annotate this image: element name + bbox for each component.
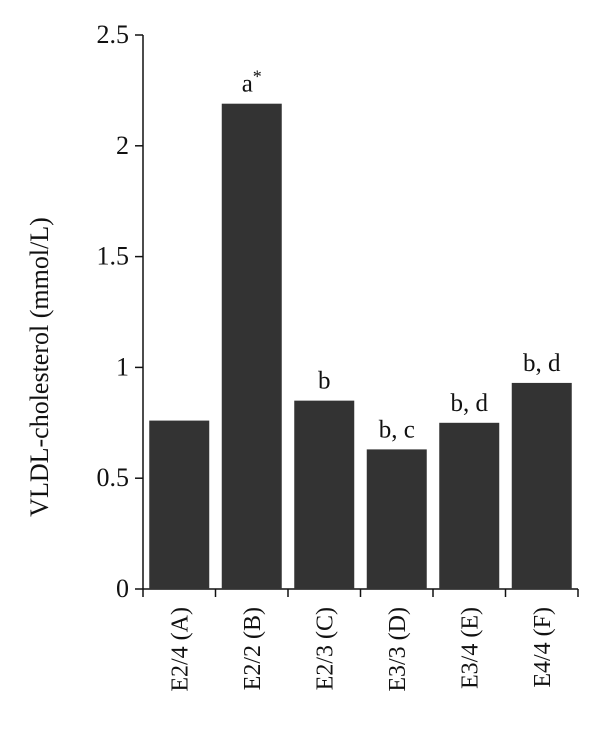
y-tick-label: 0.5: [97, 463, 130, 492]
bar: [294, 400, 355, 589]
bars-group: [149, 103, 572, 590]
x-tick-label: E2/4 (A): [167, 607, 193, 692]
y-axis-label: VLDL-cholesterol (mmol/L): [25, 217, 54, 517]
bar: [511, 382, 572, 589]
y-tick-label: 2: [116, 131, 129, 160]
bar-annotation: b, d: [451, 390, 489, 417]
x-axis: E2/4 (A) E2/2 (B) E2/3 (C) E3/3 (D) E3/4 (E)…: [142, 588, 579, 692]
bar: [439, 422, 500, 589]
y-tick-label: 0: [116, 574, 129, 603]
y-tick-label: 2.5: [97, 20, 130, 49]
bar-annotation: b: [318, 368, 331, 395]
x-tick-label: E2/3 (C): [312, 607, 338, 690]
y-tick-label: 1: [116, 352, 129, 381]
y-axis: 0 0.5 1 1.5 2 2.5: [97, 20, 144, 603]
x-tick-label: E3/4 (E): [457, 607, 483, 689]
x-tick-label: E2/2 (B): [240, 607, 266, 690]
bar-annotation: a*: [242, 67, 262, 98]
bar-annotation: b, c: [379, 416, 415, 443]
bar: [366, 449, 427, 589]
bar: [149, 420, 210, 589]
x-tick-label: E4/4 (F): [530, 607, 556, 688]
y-tick-label: 1.5: [97, 242, 130, 271]
bar: [221, 103, 282, 590]
x-tick-label: E3/3 (D): [385, 607, 411, 692]
bar-annotation: b, d: [523, 350, 561, 377]
